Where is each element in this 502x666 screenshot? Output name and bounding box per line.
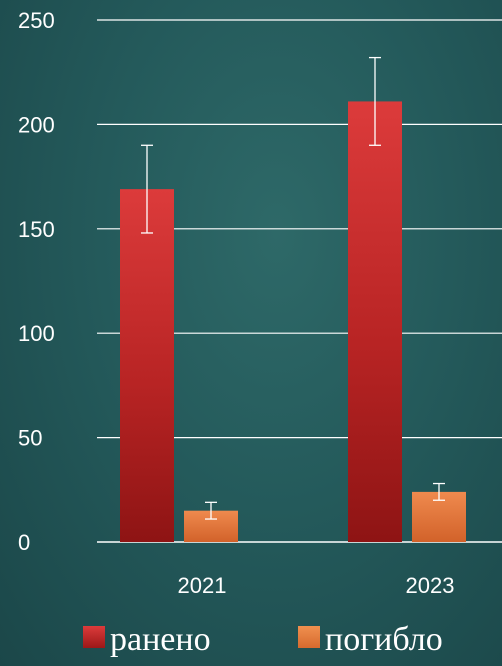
y-tick-label: 200 bbox=[18, 112, 55, 137]
error-bar-pogiblo-2023 bbox=[433, 482, 445, 501]
x-tick-label: 2023 bbox=[406, 573, 455, 598]
y-tick-label: 150 bbox=[18, 217, 55, 242]
y-tick-label: 0 bbox=[18, 530, 30, 555]
y-tick-label: 100 bbox=[18, 321, 55, 346]
error-bar-pogiblo-2021 bbox=[205, 501, 217, 520]
bar-raneno-2023 bbox=[348, 101, 402, 542]
bar-raneno-2021 bbox=[120, 189, 174, 543]
legend-item-raneno: ранено bbox=[83, 621, 211, 658]
error-bar-raneno-2023 bbox=[369, 56, 381, 146]
legend-item-pogiblo: погибло bbox=[298, 621, 443, 658]
error-bar-raneno-2021 bbox=[141, 144, 153, 234]
y-tick-label: 250 bbox=[18, 8, 55, 33]
legend-label: погибло bbox=[325, 621, 443, 658]
legend-swatch bbox=[83, 626, 105, 648]
x-tick-label: 2021 bbox=[178, 573, 227, 598]
legend-label: ранено bbox=[110, 621, 211, 658]
y-tick-label: 50 bbox=[18, 426, 42, 451]
legend-swatch bbox=[298, 626, 320, 648]
